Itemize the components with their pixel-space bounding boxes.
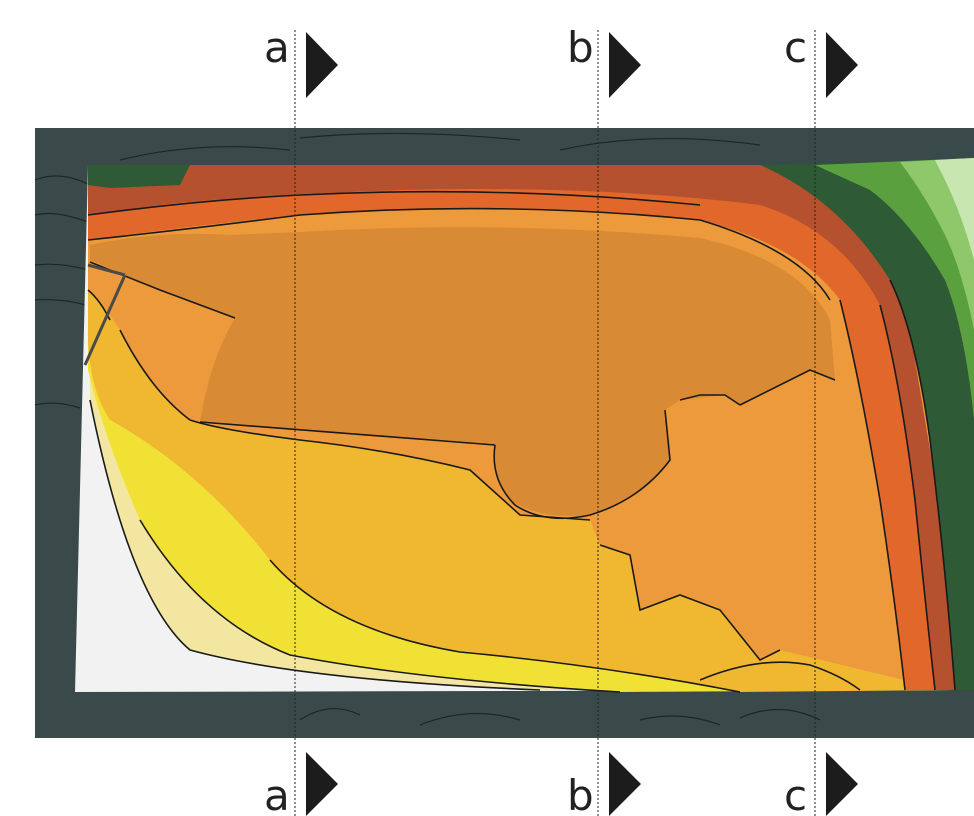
section-label-c-top: c — [784, 23, 807, 72]
section-arrow-icon — [609, 32, 641, 98]
terrain-contours — [34, 132, 821, 726]
section-arrow-icon — [306, 32, 338, 98]
zone-dark-orange — [88, 165, 945, 690]
zone-dark-green-corner — [88, 165, 190, 188]
section-lines — [294, 30, 816, 816]
section-label-c-bottom: c — [784, 771, 807, 816]
section-arrow-icon — [306, 752, 338, 816]
section-label-b-bottom: b — [567, 771, 594, 816]
zone-dark-green — [760, 160, 974, 690]
section-arrow-icon — [826, 32, 858, 98]
section-arrow-icon — [609, 752, 641, 816]
section-label-b-top: b — [567, 23, 594, 72]
feature-line — [83, 263, 127, 366]
section-label-a-top: a — [264, 23, 290, 72]
zone-pale-green — [935, 158, 974, 260]
section-arrow-icon — [826, 752, 858, 816]
zone-mid-orange — [90, 227, 835, 516]
site-contours — [87, 190, 956, 693]
zone-mid-green — [815, 158, 974, 420]
section-label-a-bottom: a — [264, 771, 290, 816]
